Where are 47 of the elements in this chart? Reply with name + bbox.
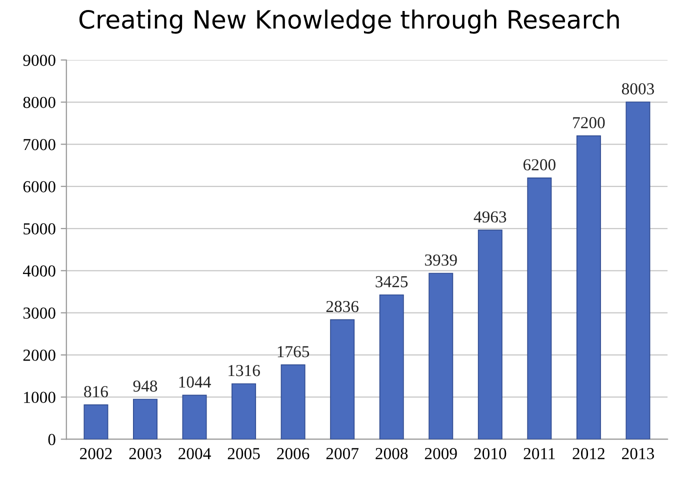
bar <box>478 230 502 440</box>
x-tick-label: 2011 <box>524 448 555 460</box>
y-tick-label: 2000 <box>23 350 56 361</box>
x-tick-label: 2010 <box>474 448 506 460</box>
y-tick-label: 0 <box>48 434 56 446</box>
data-label: 3425 <box>376 276 408 288</box>
bar <box>527 178 552 440</box>
bar <box>626 102 650 440</box>
x-tick-label: 2005 <box>228 448 260 460</box>
bar <box>428 272 454 440</box>
data-label: 6200 <box>523 159 556 170</box>
x-tick-label: 2008 <box>376 448 408 460</box>
chart-title: Creating New Knowledge through Research <box>79 10 619 34</box>
x-tick-label: 2006 <box>277 448 310 460</box>
y-tick-label: 9000 <box>23 54 56 66</box>
bar <box>232 383 256 440</box>
bar <box>379 294 404 440</box>
y-tick-label: 4000 <box>22 265 56 277</box>
data-label: 1316 <box>228 365 260 376</box>
x-tick-label: 2012 <box>572 448 604 460</box>
data-label: 8003 <box>622 83 654 94</box>
y-tick-label: 1000 <box>24 392 56 404</box>
data-label: 3939 <box>425 254 457 266</box>
bar <box>280 364 306 440</box>
x-tick-label: 2004 <box>178 448 211 460</box>
bar <box>330 319 355 440</box>
data-label: 7200 <box>573 117 605 128</box>
x-tick-label: 2002 <box>80 448 112 460</box>
y-tick-label: 8000 <box>23 96 56 108</box>
x-tick-label: 2007 <box>326 448 359 460</box>
data-label: 4963 <box>474 211 506 223</box>
bar <box>132 398 158 440</box>
x-tick-label: 2003 <box>129 448 162 460</box>
data-label: 816 <box>84 386 108 398</box>
bar <box>84 404 108 440</box>
x-tick-label: 2013 <box>622 448 654 460</box>
x-tick-label: 2009 <box>424 448 457 460</box>
y-tick-label: 6000 <box>23 181 56 192</box>
y-tick-label: 3000 <box>23 308 56 319</box>
y-tick-label: 5000 <box>24 223 56 234</box>
data-label: 2836 <box>326 300 359 312</box>
bar <box>576 135 601 440</box>
y-tick-label: 7000 <box>24 138 56 150</box>
data-label: 1044 <box>179 376 211 388</box>
bar <box>182 394 207 440</box>
data-label: 948 <box>133 380 158 392</box>
data-label: 1765 <box>278 346 310 358</box>
